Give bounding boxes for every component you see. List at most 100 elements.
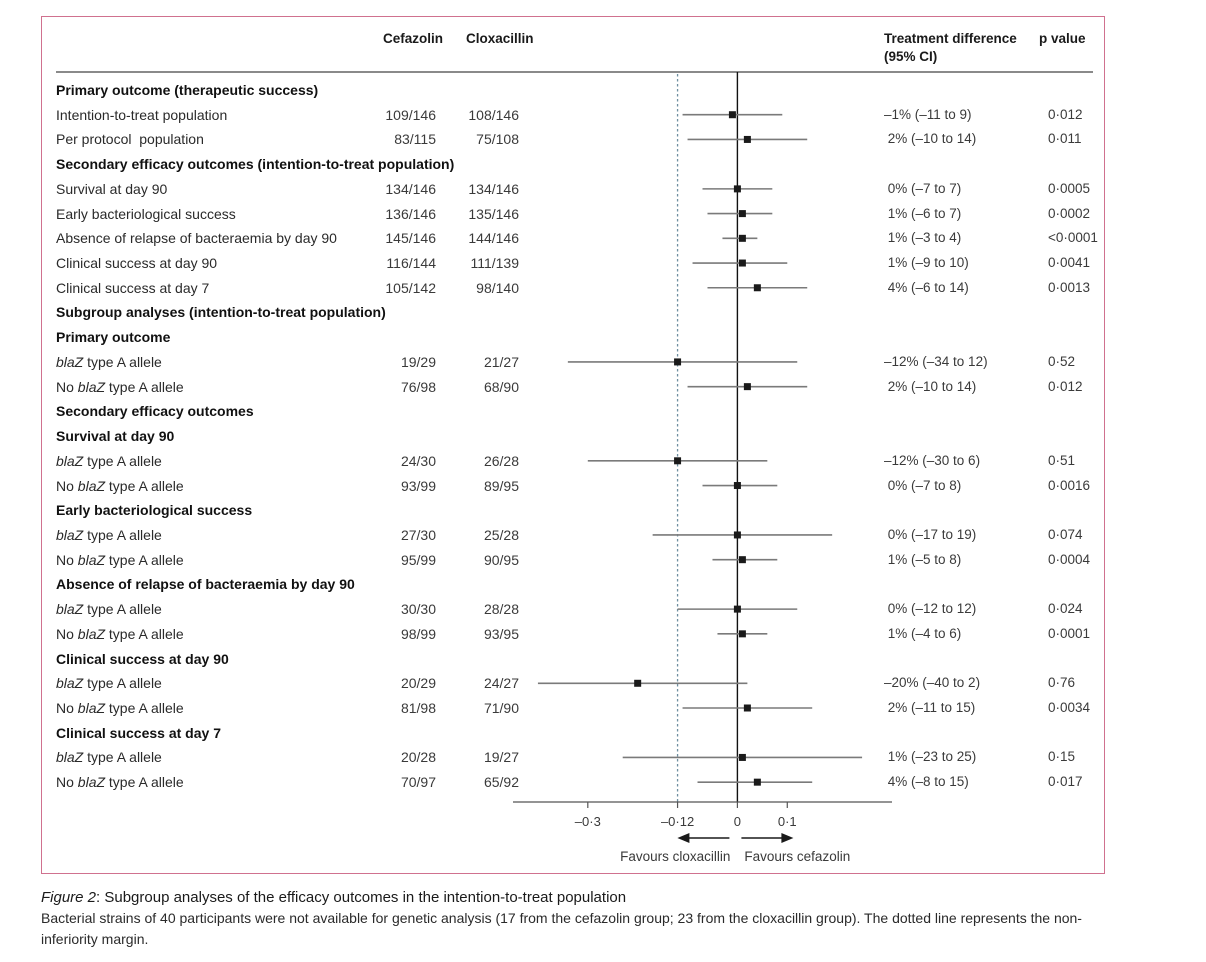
row-label-gene: blaZ bbox=[56, 452, 84, 469]
row-label: No blaZ type A allele bbox=[56, 770, 184, 794]
row-label-gene: blaZ bbox=[56, 353, 84, 370]
row-label: Intention-to-treat population bbox=[56, 103, 227, 127]
row-label-prefix: No bbox=[56, 625, 78, 642]
header-cefazolin: Cefazolin bbox=[383, 31, 444, 46]
cefazolin-count: 83/115 bbox=[394, 131, 436, 148]
p-value: 0·0002 bbox=[1048, 205, 1091, 221]
caption-title-text: : Subgroup analyses of the efficacy outc… bbox=[96, 889, 627, 906]
row-label: Absence of relapse of bacteraemia by day… bbox=[56, 226, 337, 250]
table-row: blaZ type A allele 27/30 25/28 0% (–17 to … bbox=[0, 523, 1206, 547]
treatment-difference: –12% (–34 to 12) bbox=[884, 353, 988, 369]
table-row: blaZ type A allele 20/29 24/27 –20% (–40 to… bbox=[0, 671, 1206, 695]
row-label-gene: blaZ bbox=[77, 477, 106, 494]
section-heading: Primary outcome (therapeutic success) bbox=[56, 78, 318, 102]
row-label-text: type A allele bbox=[105, 700, 184, 716]
cloxacillin-count: 90/95 bbox=[483, 551, 519, 568]
p-value: 0·012 bbox=[1048, 106, 1083, 122]
row-label-text: Intention-to-treat population bbox=[56, 106, 228, 123]
treatment-difference: 1% (–4 to 6) bbox=[884, 625, 962, 641]
row-label: blaZ type A allele bbox=[56, 671, 162, 695]
treatment-difference: 1% (–6 to 7) bbox=[884, 205, 962, 221]
treatment-difference: 2% (–10 to 14) bbox=[884, 378, 977, 394]
row-label: blaZ type A allele bbox=[56, 350, 162, 374]
table-row: blaZ type A allele 19/29 21/27 –12% (–34 to… bbox=[0, 350, 1206, 374]
section-heading-row: Clinical success at day 90 bbox=[0, 647, 1206, 671]
row-label-text: Survival at day 90 bbox=[56, 428, 175, 445]
row-label-text: type A allele bbox=[83, 749, 162, 766]
row-label-gene: blaZ bbox=[77, 378, 106, 395]
section-heading-row: Early bacteriological success bbox=[0, 498, 1206, 522]
row-label-text: Primary outcome (therapeutic success) bbox=[56, 82, 319, 98]
treatment-difference: 0% (–12 to 12) bbox=[884, 601, 977, 617]
row-label-text: Clinical success at day 90 bbox=[56, 255, 218, 272]
cloxacillin-count: 26/28 bbox=[483, 452, 519, 469]
row-label-prefix: No bbox=[56, 774, 78, 791]
p-value: <0·0001 bbox=[1048, 230, 1098, 246]
cefazolin-count: 136/146 bbox=[385, 205, 436, 222]
cefazolin-count: 145/146 bbox=[385, 230, 436, 247]
table-row: No blaZ type A allele 81/98 71/90 2% (–11 … bbox=[0, 696, 1206, 720]
treatment-difference: 2% (–10 to 14) bbox=[884, 131, 977, 147]
row-label-gene: blaZ bbox=[56, 601, 84, 618]
row-label-text: Early bacteriological success bbox=[56, 205, 236, 222]
row-label: blaZ type A allele bbox=[56, 523, 162, 547]
cloxacillin-count: 65/92 bbox=[483, 774, 519, 791]
section-heading-row: Primary outcome (therapeutic success) bbox=[0, 78, 1206, 102]
row-label-gene: blaZ bbox=[77, 700, 106, 716]
treatment-difference: –1% (–11 to 9) bbox=[884, 106, 972, 122]
row-label-gene: blaZ bbox=[56, 749, 84, 766]
row-label: Clinical success at day 7 bbox=[56, 276, 209, 300]
row-label-text: type A allele bbox=[83, 452, 162, 469]
row-label-text: Early bacteriological success bbox=[56, 502, 253, 519]
row-label: No blaZ type A allele bbox=[56, 622, 184, 646]
p-value: 0·15 bbox=[1048, 749, 1076, 765]
section-heading-row: Secondary efficacy outcomes (intention-t… bbox=[0, 152, 1206, 176]
row-label: Survival at day 90 bbox=[56, 177, 167, 201]
caption-figure-label: Figure 2 bbox=[41, 889, 97, 906]
table-row: blaZ type A allele 24/30 26/28 –12% (–30 to… bbox=[0, 449, 1206, 473]
table-row: Absence of relapse of bacteraemia by day… bbox=[0, 226, 1206, 250]
treatment-difference: 1% (–9 to 10) bbox=[884, 255, 969, 271]
row-label-text: type A allele bbox=[83, 526, 162, 543]
caption-title: Figure 2: Subgroup analyses of the effic… bbox=[41, 888, 1121, 908]
row-label-prefix: No bbox=[56, 551, 78, 568]
section-heading: Absence of relapse of bacteraemia by day… bbox=[56, 572, 355, 596]
table-row: No blaZ type A allele 93/99 89/95 0% (–7 t… bbox=[0, 474, 1206, 498]
row-label-gene: blaZ bbox=[77, 551, 106, 568]
cefazolin-count: 24/30 bbox=[400, 452, 436, 469]
table-row: Intention-to-treat population 109/146 108/… bbox=[0, 103, 1206, 127]
cloxacillin-count: 111/139 bbox=[470, 255, 519, 272]
table-row: blaZ type A allele 30/30 28/28 0% (–12 to … bbox=[0, 597, 1206, 621]
cloxacillin-count: 108/146 bbox=[468, 106, 519, 123]
section-heading: Subgroup analyses (intention-to-treat po… bbox=[56, 300, 386, 324]
treatment-difference: 1% (–23 to 25) bbox=[884, 749, 977, 765]
treatment-difference: 4% (–6 to 14) bbox=[884, 279, 969, 295]
row-label-text: Clinical success at day 7 bbox=[56, 279, 210, 296]
cefazolin-count: 76/98 bbox=[400, 378, 436, 395]
p-value: 0·0016 bbox=[1048, 477, 1091, 493]
row-label: Per protocol population bbox=[56, 127, 204, 151]
section-heading-row: Clinical success at day 7 bbox=[0, 721, 1206, 745]
cloxacillin-count: 71/90 bbox=[483, 700, 519, 716]
treatment-difference: 1% (–5 to 8) bbox=[884, 551, 962, 567]
row-label: No blaZ type A allele bbox=[56, 548, 184, 572]
cefazolin-count: 20/28 bbox=[400, 749, 436, 766]
table-row: No blaZ type A allele 70/97 65/92 4% (–8 t… bbox=[0, 770, 1206, 794]
section-heading: Primary outcome bbox=[56, 325, 170, 349]
cloxacillin-count: 21/27 bbox=[483, 353, 519, 370]
section-heading: Secondary efficacy outcomes (intention-t… bbox=[56, 152, 454, 176]
section-heading: Clinical success at day 7 bbox=[56, 721, 221, 745]
row-label: Early bacteriological success bbox=[56, 202, 236, 226]
row-label-text: type A allele bbox=[105, 378, 184, 395]
cefazolin-count: 70/97 bbox=[400, 774, 436, 791]
table-row: Clinical success at day 90 116/144 111/139… bbox=[0, 251, 1206, 275]
table-row: No blaZ type A allele 76/98 68/90 2% (–10 … bbox=[0, 375, 1206, 399]
cloxacillin-count: 89/95 bbox=[483, 477, 519, 494]
header-treatment-difference-line1: Treatment difference bbox=[884, 31, 1017, 46]
section-heading-row: Survival at day 90 bbox=[0, 424, 1206, 448]
row-label-text: Subgroup analyses (intention-to-treat po… bbox=[56, 304, 386, 321]
row-label-text: Absence of relapse of bacteraemia by day… bbox=[56, 230, 337, 247]
row-label-text: Secondary efficacy outcomes (intention-t… bbox=[56, 156, 455, 173]
row-label-prefix: No bbox=[56, 700, 78, 716]
section-heading-row: Secondary efficacy outcomes bbox=[0, 399, 1206, 423]
